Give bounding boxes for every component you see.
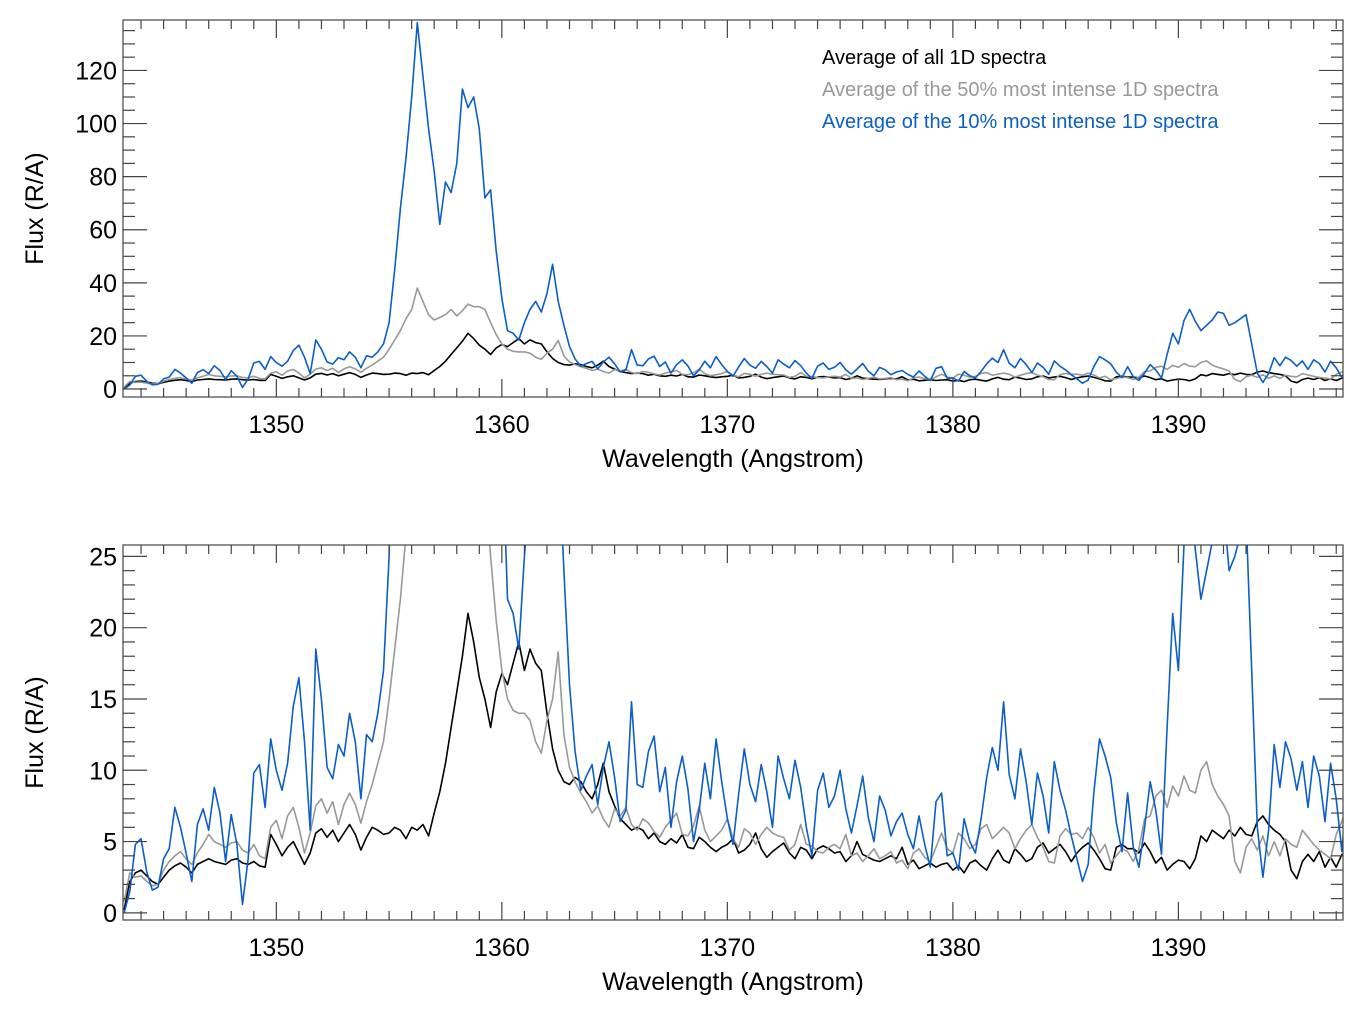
top-x-axis-label: Wavelength (Angstrom) <box>602 445 864 473</box>
y-tick-label: 20 <box>89 323 117 351</box>
x-tick-label: 1380 <box>925 411 981 439</box>
legend: Average of all 1D spectra Average of the… <box>822 47 1219 133</box>
y-tick-label: 20 <box>89 615 117 643</box>
x-tick-label: 1380 <box>925 934 981 962</box>
y-tick-label: 0 <box>103 376 117 404</box>
y-tick-label: 15 <box>89 686 117 714</box>
y-tick-label: 80 <box>89 164 117 192</box>
x-tick-label: 1370 <box>700 411 756 439</box>
y-tick-label: 10 <box>89 757 117 785</box>
bottom-series-layer <box>123 545 1343 914</box>
y-tick-label: 120 <box>75 57 117 85</box>
series-line-top10 <box>123 21 1343 390</box>
y-tick-label: 40 <box>89 270 117 298</box>
y-tick-label: 25 <box>89 543 117 571</box>
bottom-panel: 1350 1360 1370 1380 1390 0 5 10 15 20 25 Wavelengt… <box>21 543 1344 996</box>
legend-entry-top50: Average of the 50% most intense 1D spect… <box>822 79 1219 101</box>
x-tick-label: 1360 <box>474 934 530 962</box>
series-line-top10 <box>123 545 1343 914</box>
top-series-layer <box>123 21 1343 390</box>
x-tick-label: 1350 <box>249 934 305 962</box>
x-tick-label: 1350 <box>249 411 305 439</box>
bottom-y-axis-label: Flux (R/A) <box>21 676 49 789</box>
y-tick-label: 100 <box>75 111 117 139</box>
x-tick-label: 1390 <box>1151 934 1207 962</box>
top-ticks <box>123 20 1343 397</box>
bottom-tick-labels: 1350 1360 1370 1380 1390 0 5 10 15 20 25 <box>89 543 1206 962</box>
series-line-top50 <box>123 287 1343 388</box>
top-panel: 1350 1360 1370 1380 1390 0 20 40 60 80 100 120 Wave… <box>21 19 1344 473</box>
bottom-x-axis-label: Wavelength (Angstrom) <box>602 968 864 996</box>
legend-entry-top10: Average of the 10% most intense 1D spect… <box>822 111 1219 133</box>
bottom-ticks <box>123 545 1343 920</box>
top-tick-labels: 1350 1360 1370 1380 1390 0 20 40 60 80 100 120 <box>75 57 1206 439</box>
y-tick-label: 0 <box>103 900 117 928</box>
top-plot-frame <box>122 19 1344 398</box>
x-tick-label: 1360 <box>474 411 530 439</box>
y-tick-label: 60 <box>89 217 117 245</box>
x-tick-label: 1370 <box>700 934 756 962</box>
series-line-top50 <box>123 545 1343 902</box>
top-y-axis-label: Flux (R/A) <box>21 152 49 265</box>
bottom-plot-frame <box>122 544 1344 921</box>
series-line-all <box>123 612 1343 911</box>
x-tick-label: 1390 <box>1151 411 1207 439</box>
y-tick-label: 5 <box>103 829 117 857</box>
legend-entry-all: Average of all 1D spectra <box>822 47 1047 69</box>
